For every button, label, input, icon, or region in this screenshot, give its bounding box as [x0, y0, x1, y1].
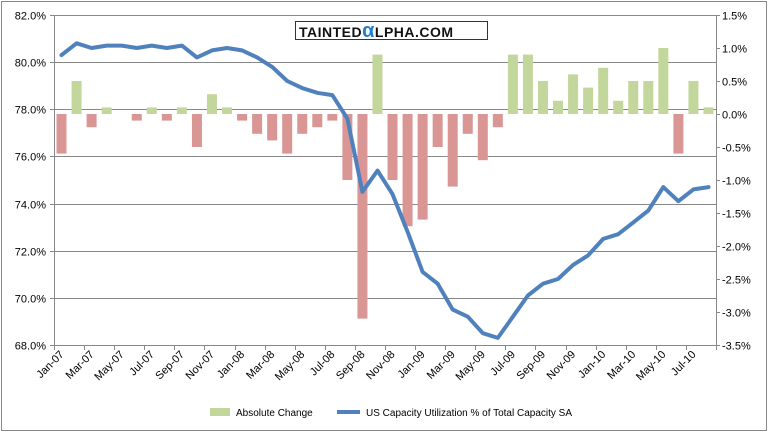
left-axis-labels: 68.0% 70.0% 72.0% 74.0% 76.0% 78.0% 80.0% 82.0%	[15, 11, 46, 353]
bar-Jun-09	[492, 114, 503, 128]
bar-Feb-09	[432, 114, 443, 147]
bar-Jul-08	[327, 114, 338, 121]
bar-Jul-10	[688, 81, 699, 114]
bar-Feb-07	[71, 81, 82, 114]
bar-Jun-08	[312, 114, 323, 128]
left-axis-tick-label: 80.0%	[15, 58, 46, 70]
bar-Aug-09	[522, 54, 533, 114]
right-axis-tick-label: 0.5%	[722, 77, 747, 89]
legend-swatch-absolute-change	[210, 408, 230, 416]
left-axis-tick-label: 78.0%	[15, 105, 46, 117]
bar-Apr-09	[462, 114, 473, 134]
legend: Absolute Change US Capacity Utilization …	[210, 408, 572, 419]
left-axis-tick-label: 76.0%	[15, 152, 46, 164]
left-axis-tick-label: 74.0%	[15, 200, 46, 212]
bar-Dec-08	[402, 114, 413, 227]
left-axis-tick-label: 70.0%	[15, 294, 46, 306]
right-axis-tick-label: -1.5%	[722, 209, 751, 221]
bar-Mar-10	[628, 81, 639, 114]
bar-Dec-07	[222, 107, 233, 114]
bar-Oct-08	[372, 54, 383, 114]
bar-Aug-10	[703, 107, 714, 114]
bar-Feb-10	[613, 100, 624, 114]
bar-Mar-07	[86, 114, 97, 128]
bar-May-09	[477, 114, 488, 161]
bar-Nov-07	[206, 94, 217, 114]
right-axis-tick-label: -0.5%	[722, 143, 751, 155]
bar-May-10	[658, 48, 669, 114]
bar-Nov-08	[387, 114, 398, 180]
bar-Jan-09	[417, 114, 428, 220]
bar-Nov-09	[568, 74, 579, 114]
bar-series-absolute-change	[56, 48, 714, 319]
bar-Sep-08	[357, 114, 368, 319]
bar-Jan-07	[56, 114, 67, 154]
axes	[50, 15, 720, 350]
bar-Mar-09	[447, 114, 458, 187]
left-axis-tick-label: 82.0%	[15, 11, 46, 23]
bar-Jan-08	[237, 114, 248, 121]
bar-Aug-08	[342, 114, 353, 180]
right-axis-tick-label: 1.0%	[722, 44, 747, 56]
bar-Sep-07	[176, 107, 187, 114]
bar-Jul-07	[146, 107, 157, 114]
bar-May-08	[297, 114, 308, 134]
svg-text:TAINTEDαLPHA.COM: TAINTEDαLPHA.COM	[299, 20, 454, 42]
bar-Oct-09	[553, 100, 564, 114]
legend-label-capacity-utilization: US Capacity Utilization % of Total Capac…	[366, 408, 572, 419]
right-axis-tick-label: 1.5%	[722, 11, 747, 23]
bar-Sep-09	[537, 81, 548, 114]
bar-Aug-07	[161, 114, 172, 121]
bar-Jun-10	[673, 114, 684, 154]
logo: TAINTEDαLPHA.COM	[295, 20, 488, 42]
bar-Jan-10	[598, 67, 609, 114]
bar-Apr-10	[643, 81, 654, 114]
left-axis-tick-label: 68.0%	[15, 341, 46, 353]
right-axis-tick-label: -1.0%	[722, 176, 751, 188]
bar-Apr-08	[282, 114, 293, 154]
bar-Jun-07	[131, 114, 142, 121]
line-series-capacity-utilization	[59, 41, 711, 340]
right-axis-tick-label: -3.0%	[722, 308, 751, 320]
right-axis-tick-label: -3.5%	[722, 341, 751, 353]
left-axis-tick-label: 72.0%	[15, 247, 46, 259]
legend-label-absolute-change: Absolute Change	[236, 408, 313, 419]
bar-Dec-09	[583, 87, 594, 114]
bar-Oct-07	[191, 114, 202, 147]
bar-Jul-09	[507, 54, 518, 114]
bar-Feb-08	[252, 114, 263, 134]
bar-Mar-08	[267, 114, 278, 141]
bar-Apr-07	[101, 107, 112, 114]
right-axis-tick-label: -2.0%	[722, 242, 751, 254]
right-axis-tick-label: -2.5%	[722, 275, 751, 287]
right-axis-tick-label: 0.0%	[722, 110, 747, 122]
right-axis-labels: -3.5% -3.0% -2.5% -2.0% -1.5% -1.0% -0.5% 0.0% 0…	[722, 11, 751, 353]
